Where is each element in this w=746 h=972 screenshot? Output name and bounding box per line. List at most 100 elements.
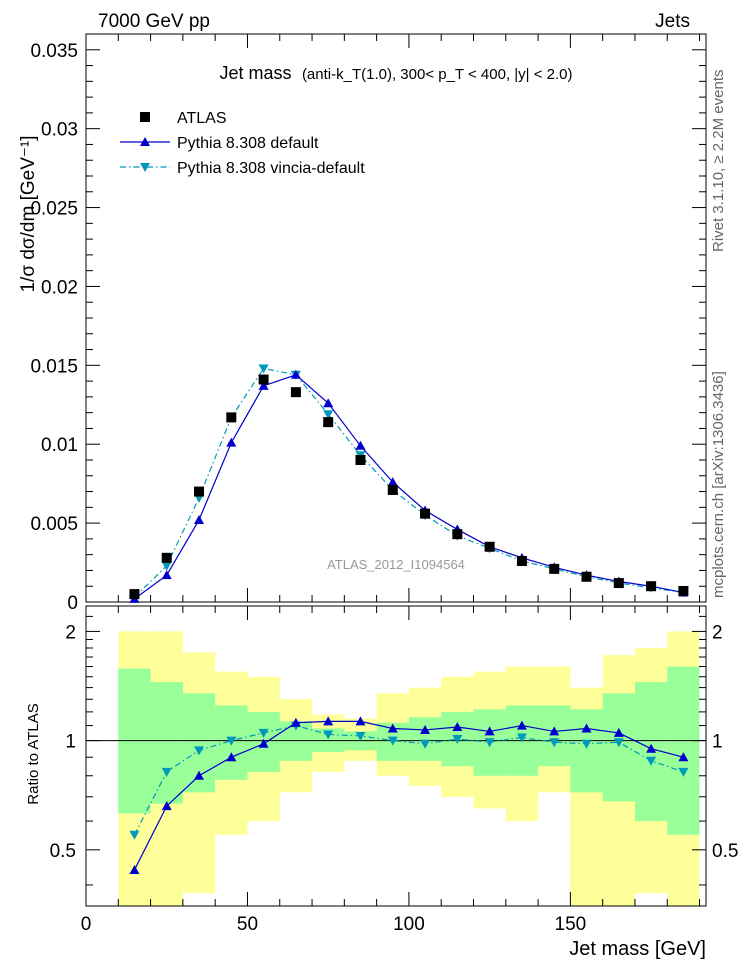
marker-triangle-down xyxy=(549,738,560,748)
ratio-series-pythia-8-308-vincia-default xyxy=(129,721,689,840)
marker-triangle-up xyxy=(323,398,334,408)
ratio-ytick-label-right: 1 xyxy=(712,732,723,753)
main-ytick-label: 0.035 xyxy=(30,41,78,62)
legend-entry: Pythia 8.308 default xyxy=(120,135,319,152)
ratio-ytick-label: 1 xyxy=(65,732,76,753)
main-ytick-label: 0.03 xyxy=(41,120,78,141)
marker-triangle-down xyxy=(613,738,624,748)
legend-entry: ATLAS xyxy=(140,110,227,127)
main-ytick-label: 0.01 xyxy=(41,435,78,456)
marker-triangle-down xyxy=(258,364,269,374)
ratio-axes: 0.5 0.5 1 1 2 2 0 50 100 150 xyxy=(50,605,738,935)
legend-label: Pythia 8.308 default xyxy=(177,135,319,152)
ratio-frame xyxy=(85,605,707,907)
marker-square xyxy=(549,563,560,574)
main-title-detail: (anti-k_T(1.0), 300< p_T < 400, |y| < 2.… xyxy=(302,66,573,83)
marker-triangle-up xyxy=(452,722,463,732)
mcplots-label: mcplots.cern.ch [arXiv:1306.3436] xyxy=(710,371,727,598)
marker-triangle-up xyxy=(484,726,495,736)
series-atlas xyxy=(129,374,689,600)
marker-square xyxy=(129,589,140,600)
marker-triangle-down xyxy=(484,738,495,748)
header-left: 7000 GeV pp xyxy=(98,11,210,32)
series-line xyxy=(133,720,684,871)
marker-triangle-down xyxy=(258,728,269,738)
marker-triangle-down xyxy=(323,730,334,740)
main-ytick-label: 0.025 xyxy=(30,199,78,220)
marker-square xyxy=(355,455,366,465)
ratio-xlabel: Jet mass [GeV] xyxy=(569,938,706,960)
marker-square xyxy=(484,541,495,552)
marker-square xyxy=(581,571,592,582)
marker-square xyxy=(290,387,301,398)
marker-square xyxy=(452,529,463,540)
band-green xyxy=(150,682,183,804)
ratio-ytick-label: 2 xyxy=(65,622,76,643)
ratio-ylabel: Ratio to ATLAS xyxy=(25,703,42,804)
ratio-panel: 0.5 0.5 1 1 2 2 0 50 100 150 Ratio to ATLAS Jet m… xyxy=(25,605,738,960)
ratio-ytick-label-right: 2 xyxy=(712,622,723,643)
main-ytick-label: 0.005 xyxy=(30,514,78,535)
marker-triangle-down xyxy=(161,767,172,777)
legend: ATLAS Pythia 8.308 default Pythia 8.308 vi… xyxy=(120,110,365,177)
marker-triangle-down xyxy=(420,739,431,749)
marker-triangle-down xyxy=(161,561,172,571)
ratio-xtick-label: 0 xyxy=(81,914,92,935)
marker-triangle-up xyxy=(549,726,560,736)
marker-triangle-up xyxy=(646,743,657,753)
marker-triangle-up xyxy=(226,437,237,447)
marker-triangle-up xyxy=(613,727,624,737)
marker-square xyxy=(161,552,172,563)
main-title-name: Jet mass xyxy=(219,63,291,83)
band-green xyxy=(570,709,603,793)
marker-square xyxy=(258,374,269,385)
marker-triangle-down xyxy=(140,163,150,172)
marker-triangle-up xyxy=(161,570,172,580)
marker-triangle-up xyxy=(226,752,237,762)
legend-label: ATLAS xyxy=(177,110,227,127)
marker-triangle-up xyxy=(387,477,398,487)
marker-triangle-up xyxy=(258,738,269,748)
marker-triangle-up xyxy=(420,724,431,734)
marker-triangle-up xyxy=(387,723,398,733)
series-line xyxy=(133,724,684,836)
marker-square xyxy=(678,585,689,596)
legend-entry: Pythia 8.308 vincia-default xyxy=(120,160,365,177)
ratio-xtick-label: 100 xyxy=(393,914,425,935)
marker-triangle-up xyxy=(290,717,301,727)
header-right: Jets xyxy=(655,11,690,32)
marker-square xyxy=(140,112,150,122)
main-ylabel: 1/σ dσ/dm [GeV⁻¹] xyxy=(18,135,39,292)
band-green xyxy=(602,693,635,802)
main-ytick-label: 0.015 xyxy=(30,356,78,377)
marker-triangle-up xyxy=(290,369,301,379)
marker-triangle-up xyxy=(194,770,205,780)
main-axes: 0 0.005 0.01 0.015 0.02 0.025 0.03 0.035 xyxy=(30,33,707,614)
band-green xyxy=(408,717,442,761)
main-ytick-label: 0.02 xyxy=(41,277,78,298)
main-title: Jet mass (anti-k_T(1.0), 300< p_T < 400,… xyxy=(219,63,572,83)
ratio-xtick-label: 150 xyxy=(555,914,587,935)
marker-triangle-up xyxy=(678,752,689,762)
marker-triangle-down xyxy=(581,739,592,749)
marker-square xyxy=(613,578,624,589)
ratio-bands xyxy=(118,631,700,906)
series-line xyxy=(134,367,684,598)
marker-square xyxy=(646,581,657,592)
main-series xyxy=(129,364,689,603)
marker-triangle-up xyxy=(129,864,140,874)
ratio-xtick-label: 50 xyxy=(237,914,258,935)
rivet-label: Rivet 3.1.10, ≥ 2.2M events xyxy=(710,70,727,253)
marker-square xyxy=(323,417,334,428)
ratio-series xyxy=(129,716,689,874)
ratio-ytick-label-right: 0.5 xyxy=(712,841,738,862)
ratio-ytick-label: 0.5 xyxy=(50,841,76,862)
marker-triangle-down xyxy=(452,735,463,745)
marker-square xyxy=(516,555,527,566)
band-green xyxy=(538,705,571,767)
marker-square xyxy=(387,484,398,495)
marker-triangle-down xyxy=(323,410,334,420)
marker-square xyxy=(420,508,431,519)
marker-square xyxy=(226,412,237,423)
